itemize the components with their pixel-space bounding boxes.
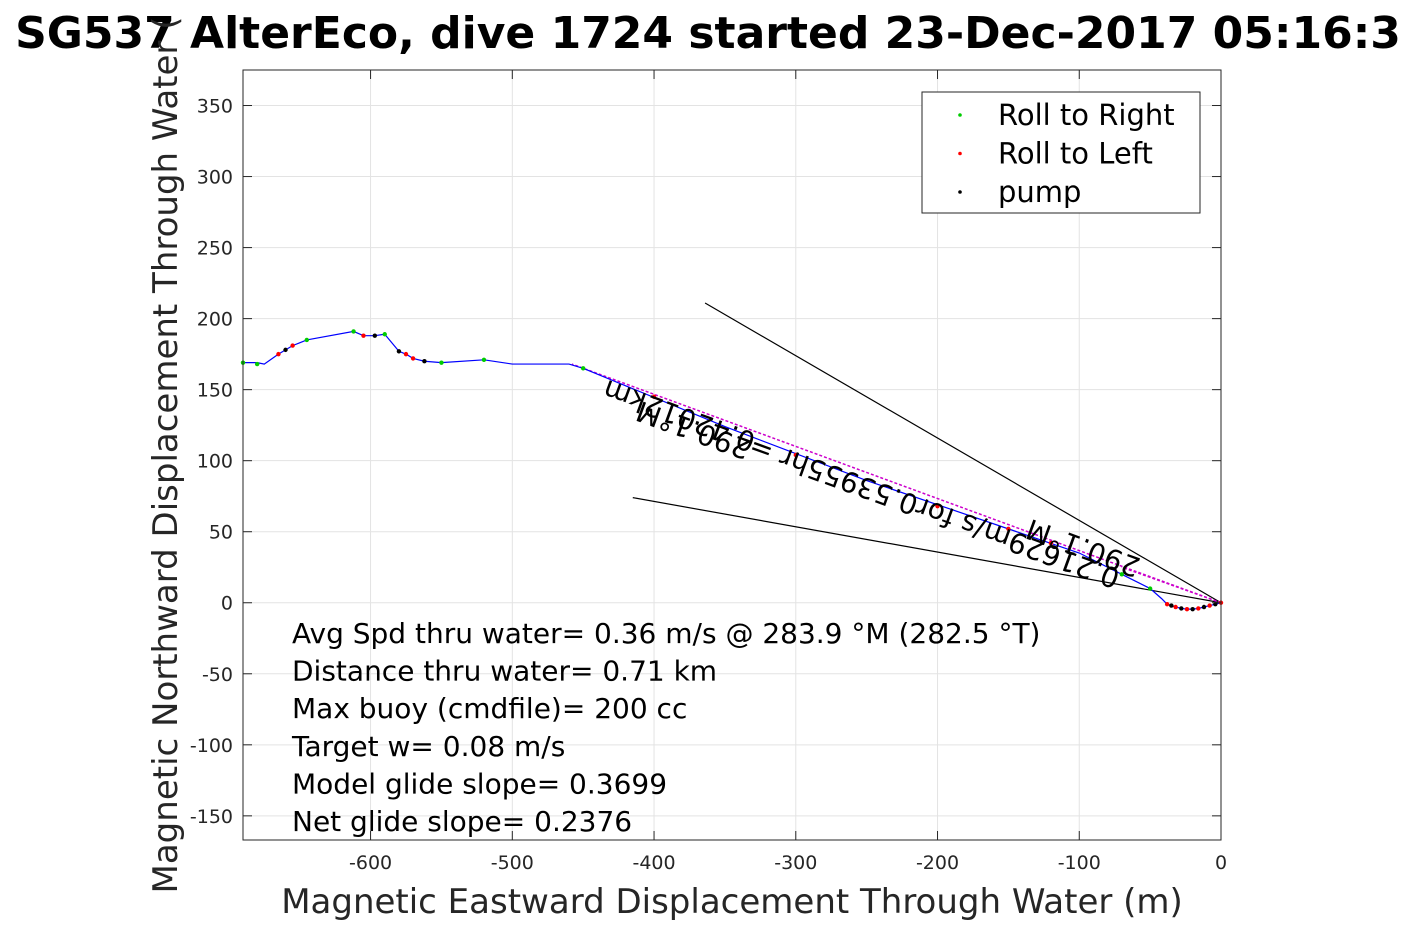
roll-right-point xyxy=(1147,586,1153,591)
stats-block: Avg Spd thru water= 0.36 m/s @ 283.9 °M … xyxy=(291,617,1040,838)
pump-point xyxy=(372,333,378,338)
stat-line: Max buoy (cmdfile)= 200 cc xyxy=(292,692,687,725)
wedge-line xyxy=(632,497,1222,604)
pump-point xyxy=(422,359,427,364)
pump-point xyxy=(283,347,288,353)
roll-left-point xyxy=(403,351,409,357)
y-tick-label: -50 xyxy=(202,664,233,686)
roll-left-point xyxy=(410,356,416,361)
roll-right-point xyxy=(439,360,444,365)
x-tick-label: 0 xyxy=(1215,852,1227,874)
roll-left-point xyxy=(1006,526,1011,532)
legend-marker xyxy=(958,151,962,156)
roll-right-point xyxy=(1119,572,1124,577)
direction-line xyxy=(1121,566,1222,604)
direction-line xyxy=(571,363,1222,604)
y-tick-label: 250 xyxy=(197,238,233,260)
plot-frame xyxy=(242,69,1222,841)
y-tick-label: 150 xyxy=(197,380,233,402)
roll-right-point xyxy=(382,332,387,337)
x-tick-label: -400 xyxy=(632,852,675,874)
wedge-line xyxy=(704,302,1222,604)
reference-lines xyxy=(571,302,1222,604)
roll-right-point xyxy=(481,357,487,363)
stat-line: Target w= 0.08 m/s xyxy=(291,730,565,763)
roll-left-point xyxy=(651,394,657,399)
ticks: -600 -500 -400 -300 -200 -100 0-150-100-500501… xyxy=(190,70,1227,874)
y-tick-label: -100 xyxy=(190,735,233,757)
roll-left-point xyxy=(290,343,295,348)
y-tick-label: 0 xyxy=(221,593,233,615)
legend-box xyxy=(921,91,1201,214)
stat-line: Distance thru water= 0.71 km xyxy=(292,655,717,688)
stat-line: Avg Spd thru water= 0.36 m/s @ 283.9 °M … xyxy=(292,617,1040,650)
x-tick-label: -300 xyxy=(774,852,817,874)
x-axis-label: Magnetic Eastward Displacement Through W… xyxy=(281,882,1183,922)
roll-right-point xyxy=(304,337,309,343)
y-tick-label: 50 xyxy=(209,522,233,544)
legend-marker xyxy=(958,190,962,194)
roll-left-point xyxy=(1196,606,1201,611)
roll-right-point xyxy=(351,329,356,334)
x-tick-label: -200 xyxy=(916,852,959,874)
roll-left-point xyxy=(935,503,940,509)
roll-left-point xyxy=(276,351,281,357)
pump-point xyxy=(1169,603,1174,608)
roll-left-point xyxy=(361,333,366,338)
roll-left-point xyxy=(1184,606,1190,612)
x-tick-label: -600 xyxy=(349,852,392,874)
y-axis-label: Magnetic Northward Displacement Through … xyxy=(146,17,186,894)
pump-point xyxy=(1190,606,1195,612)
roll-left-point xyxy=(1048,540,1054,546)
x-tick-label: -100 xyxy=(1058,852,1101,874)
legend-label: pump xyxy=(998,175,1081,209)
y-tick-label: 300 xyxy=(197,167,233,189)
chart-title: SG537 AlterEco, dive 1724 started 23-Dec… xyxy=(15,8,1401,59)
legend-label: Roll to Right xyxy=(998,98,1175,132)
roll-left-point xyxy=(1173,604,1178,610)
pump-point xyxy=(1179,606,1184,611)
pump-point xyxy=(396,349,402,354)
y-tick-label: 350 xyxy=(197,96,233,118)
roll-left-point xyxy=(1207,603,1212,608)
y-tick-label: -150 xyxy=(190,806,233,828)
legend: Roll to Right Roll to Left pump xyxy=(921,91,1201,214)
stat-line: Net glide slope= 0.2376 xyxy=(292,805,632,838)
legend-label: Roll to Left xyxy=(998,137,1153,171)
x-tick-label: -500 xyxy=(491,852,534,874)
roll-left-point xyxy=(793,452,798,458)
roll-left-point xyxy=(1164,601,1170,607)
stat-line: Model glide slope= 0.3699 xyxy=(292,767,667,800)
y-tick-label: 200 xyxy=(197,309,233,331)
legend-marker xyxy=(958,113,962,117)
roll-right-point xyxy=(580,366,586,371)
pump-point xyxy=(1201,604,1207,610)
roll-right-point xyxy=(254,361,260,367)
y-tick-label: 100 xyxy=(197,451,233,473)
